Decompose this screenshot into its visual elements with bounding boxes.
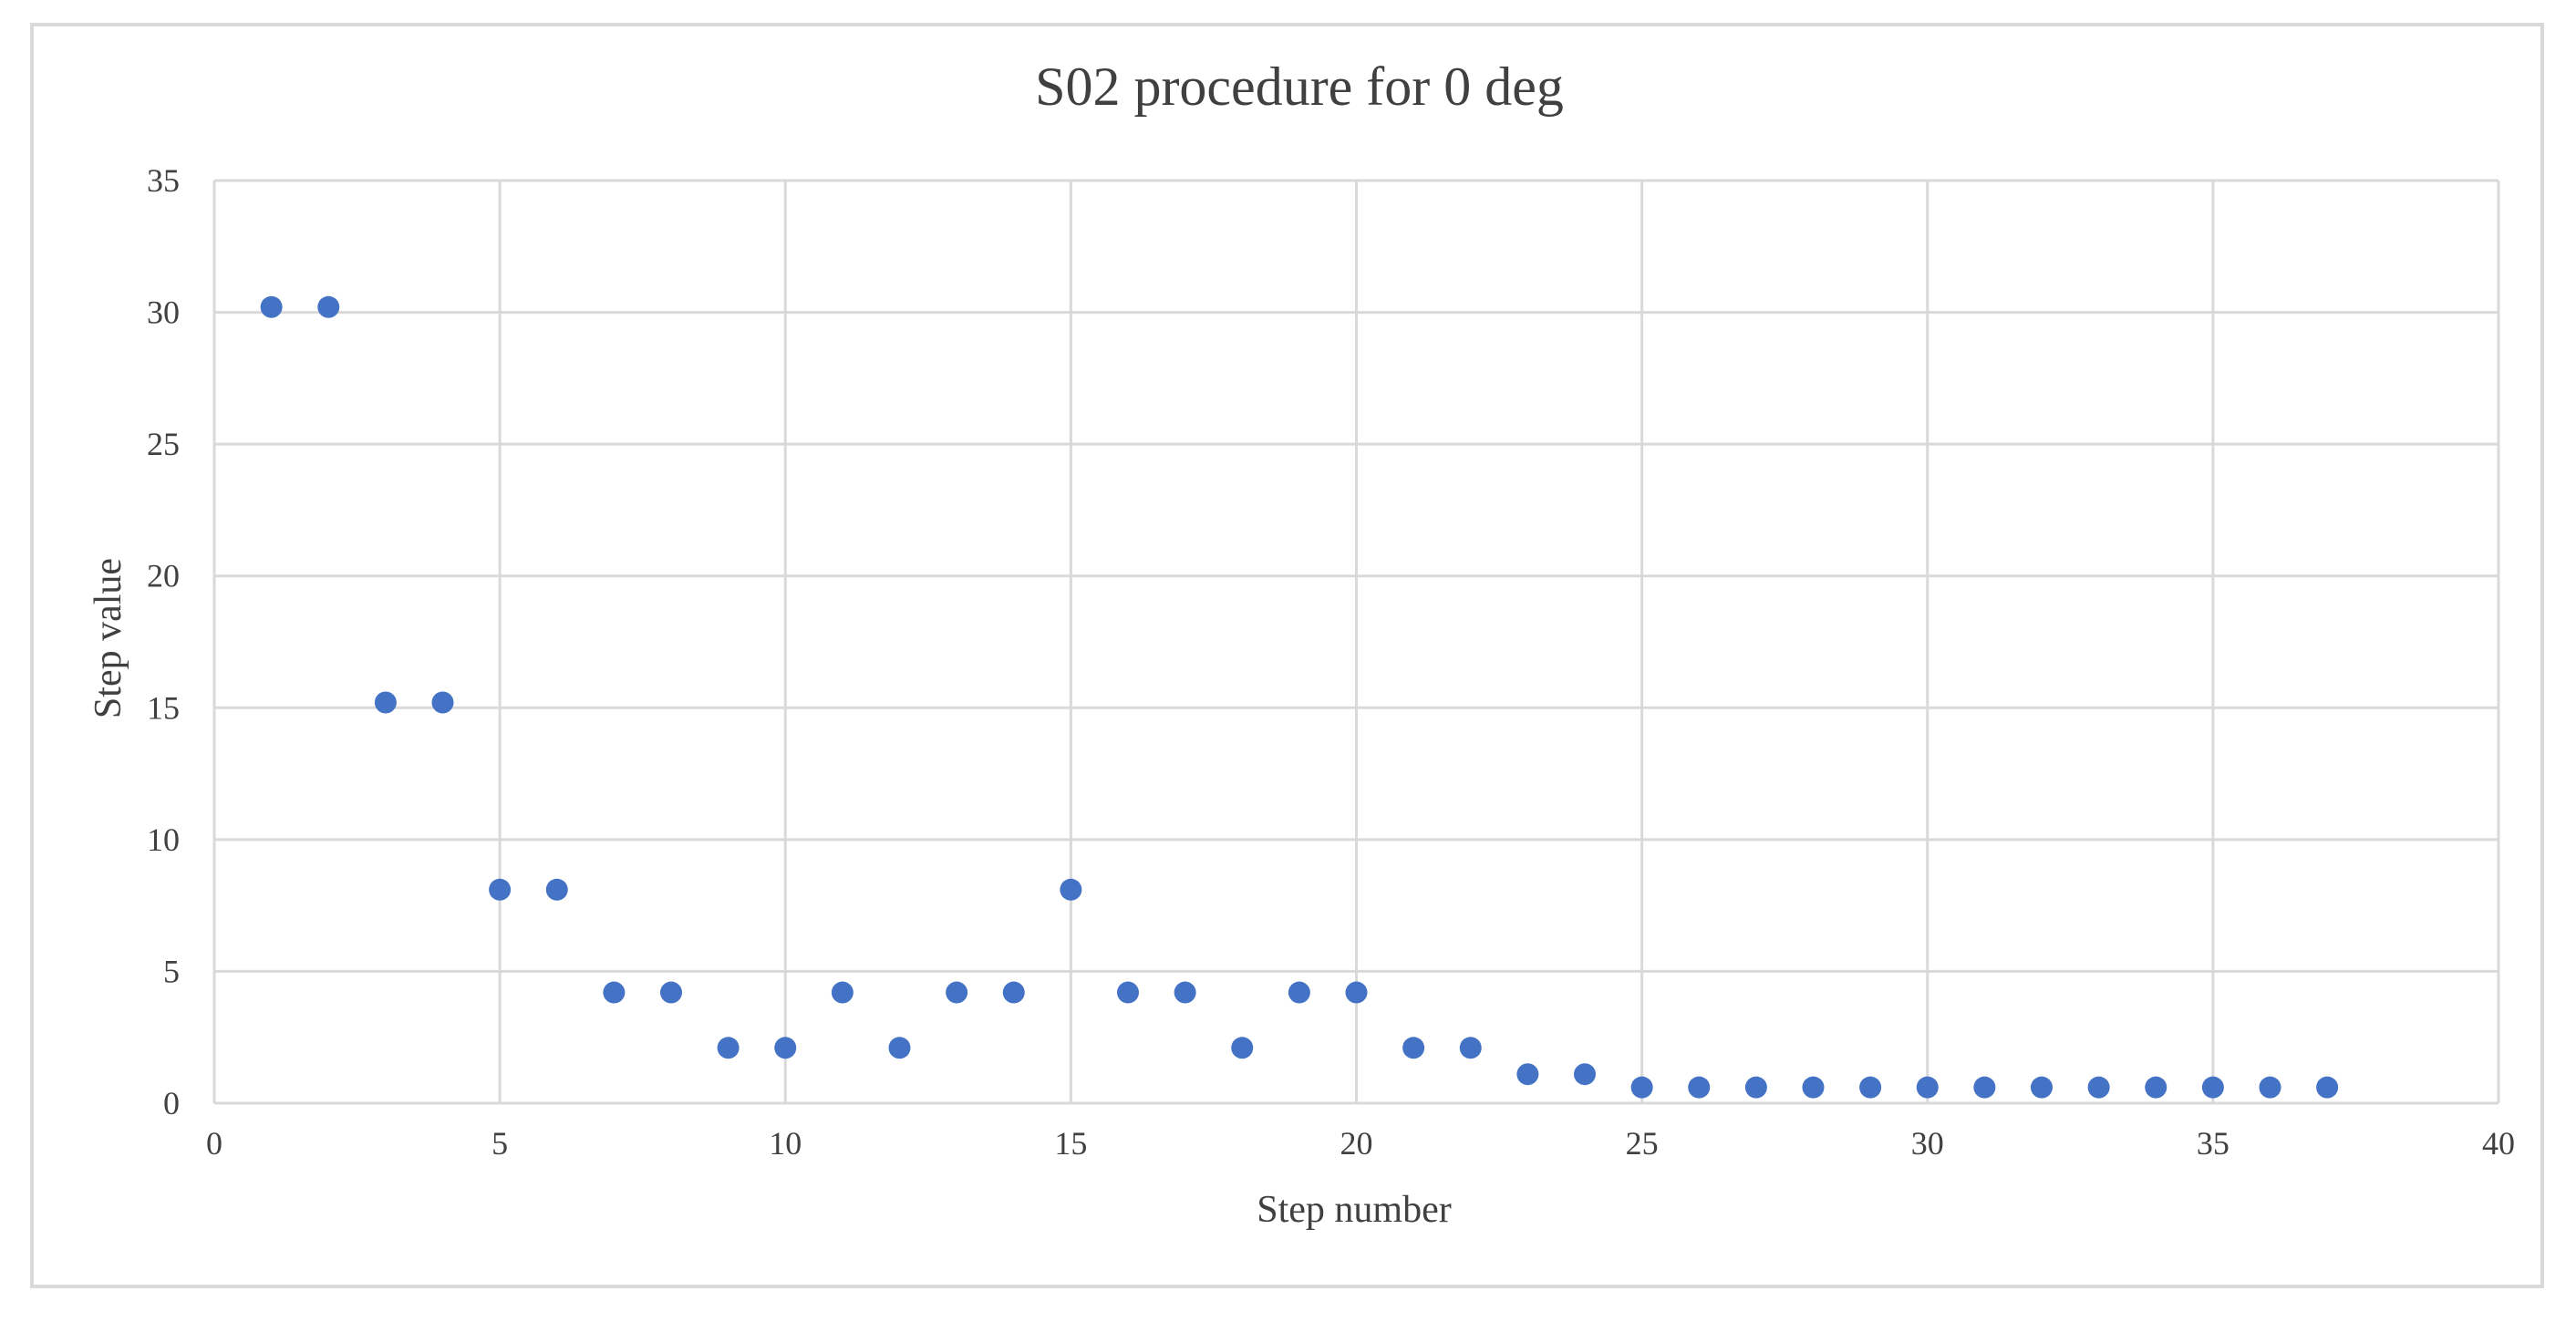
data-point — [1174, 981, 1196, 1004]
data-point — [1402, 1037, 1425, 1059]
data-point — [260, 295, 283, 318]
x-tick-label: 30 — [1911, 1125, 1944, 1162]
data-point — [1459, 1037, 1482, 1059]
data-point — [489, 878, 512, 901]
y-tick-label: 35 — [147, 162, 180, 199]
data-point — [660, 981, 682, 1004]
data-point — [888, 1037, 911, 1059]
x-tick-label: 10 — [769, 1125, 802, 1162]
y-tick-label: 25 — [147, 426, 180, 462]
data-point — [717, 1037, 740, 1059]
data-point — [2201, 1076, 2224, 1099]
data-point — [2259, 1076, 2281, 1099]
data-point — [1916, 1076, 1939, 1099]
data-point — [2087, 1076, 2110, 1099]
data-point — [1630, 1076, 1653, 1099]
data-point — [831, 981, 853, 1004]
data-point — [2145, 1076, 2167, 1099]
data-point — [374, 691, 397, 714]
x-axis-ticks: 0 5 10 15 20 25 30 35 40 — [206, 1125, 2515, 1162]
x-tick-label: 0 — [206, 1125, 222, 1162]
data-point — [2316, 1076, 2339, 1099]
data-point — [1288, 981, 1310, 1004]
chart-area — [30, 23, 2544, 1288]
data-point — [545, 878, 568, 901]
data-point — [1859, 1076, 1882, 1099]
y-tick-label: 10 — [147, 821, 180, 858]
x-tick-label: 20 — [1340, 1125, 1373, 1162]
data-point — [1002, 981, 1025, 1004]
data-point — [603, 981, 626, 1004]
data-point — [1117, 981, 1139, 1004]
y-tick-label: 30 — [147, 294, 180, 331]
data-point — [946, 981, 968, 1004]
data-point — [317, 295, 340, 318]
chart-title: S02 procedure for 0 deg — [1035, 57, 1564, 117]
x-tick-label: 35 — [2197, 1125, 2229, 1162]
gridlines — [212, 179, 2500, 1105]
data-point — [2031, 1076, 2053, 1099]
x-tick-label: 5 — [491, 1125, 508, 1162]
data-point — [1973, 1076, 1996, 1099]
x-tick-label: 40 — [2482, 1125, 2515, 1162]
data-points — [260, 295, 2339, 1099]
data-point — [1060, 878, 1082, 901]
y-axis-ticks: 0 5 10 15 20 25 30 35 — [147, 162, 180, 1121]
y-axis-title: Step value — [88, 558, 129, 718]
data-point — [774, 1037, 797, 1059]
data-point — [431, 691, 454, 714]
y-tick-label: 15 — [147, 689, 180, 726]
data-point — [1231, 1037, 1254, 1059]
data-point — [1574, 1063, 1596, 1086]
y-tick-label: 20 — [147, 558, 180, 594]
data-point — [1688, 1076, 1711, 1099]
x-tick-label: 25 — [1626, 1125, 1659, 1162]
data-point — [1516, 1063, 1539, 1086]
data-point — [1345, 981, 1368, 1004]
y-tick-label: 0 — [163, 1085, 180, 1121]
data-point — [1802, 1076, 1825, 1099]
y-tick-label: 5 — [163, 953, 180, 989]
x-tick-label: 15 — [1054, 1125, 1087, 1162]
x-axis-title: Step number — [1257, 1189, 1451, 1231]
data-point — [1744, 1076, 1767, 1099]
